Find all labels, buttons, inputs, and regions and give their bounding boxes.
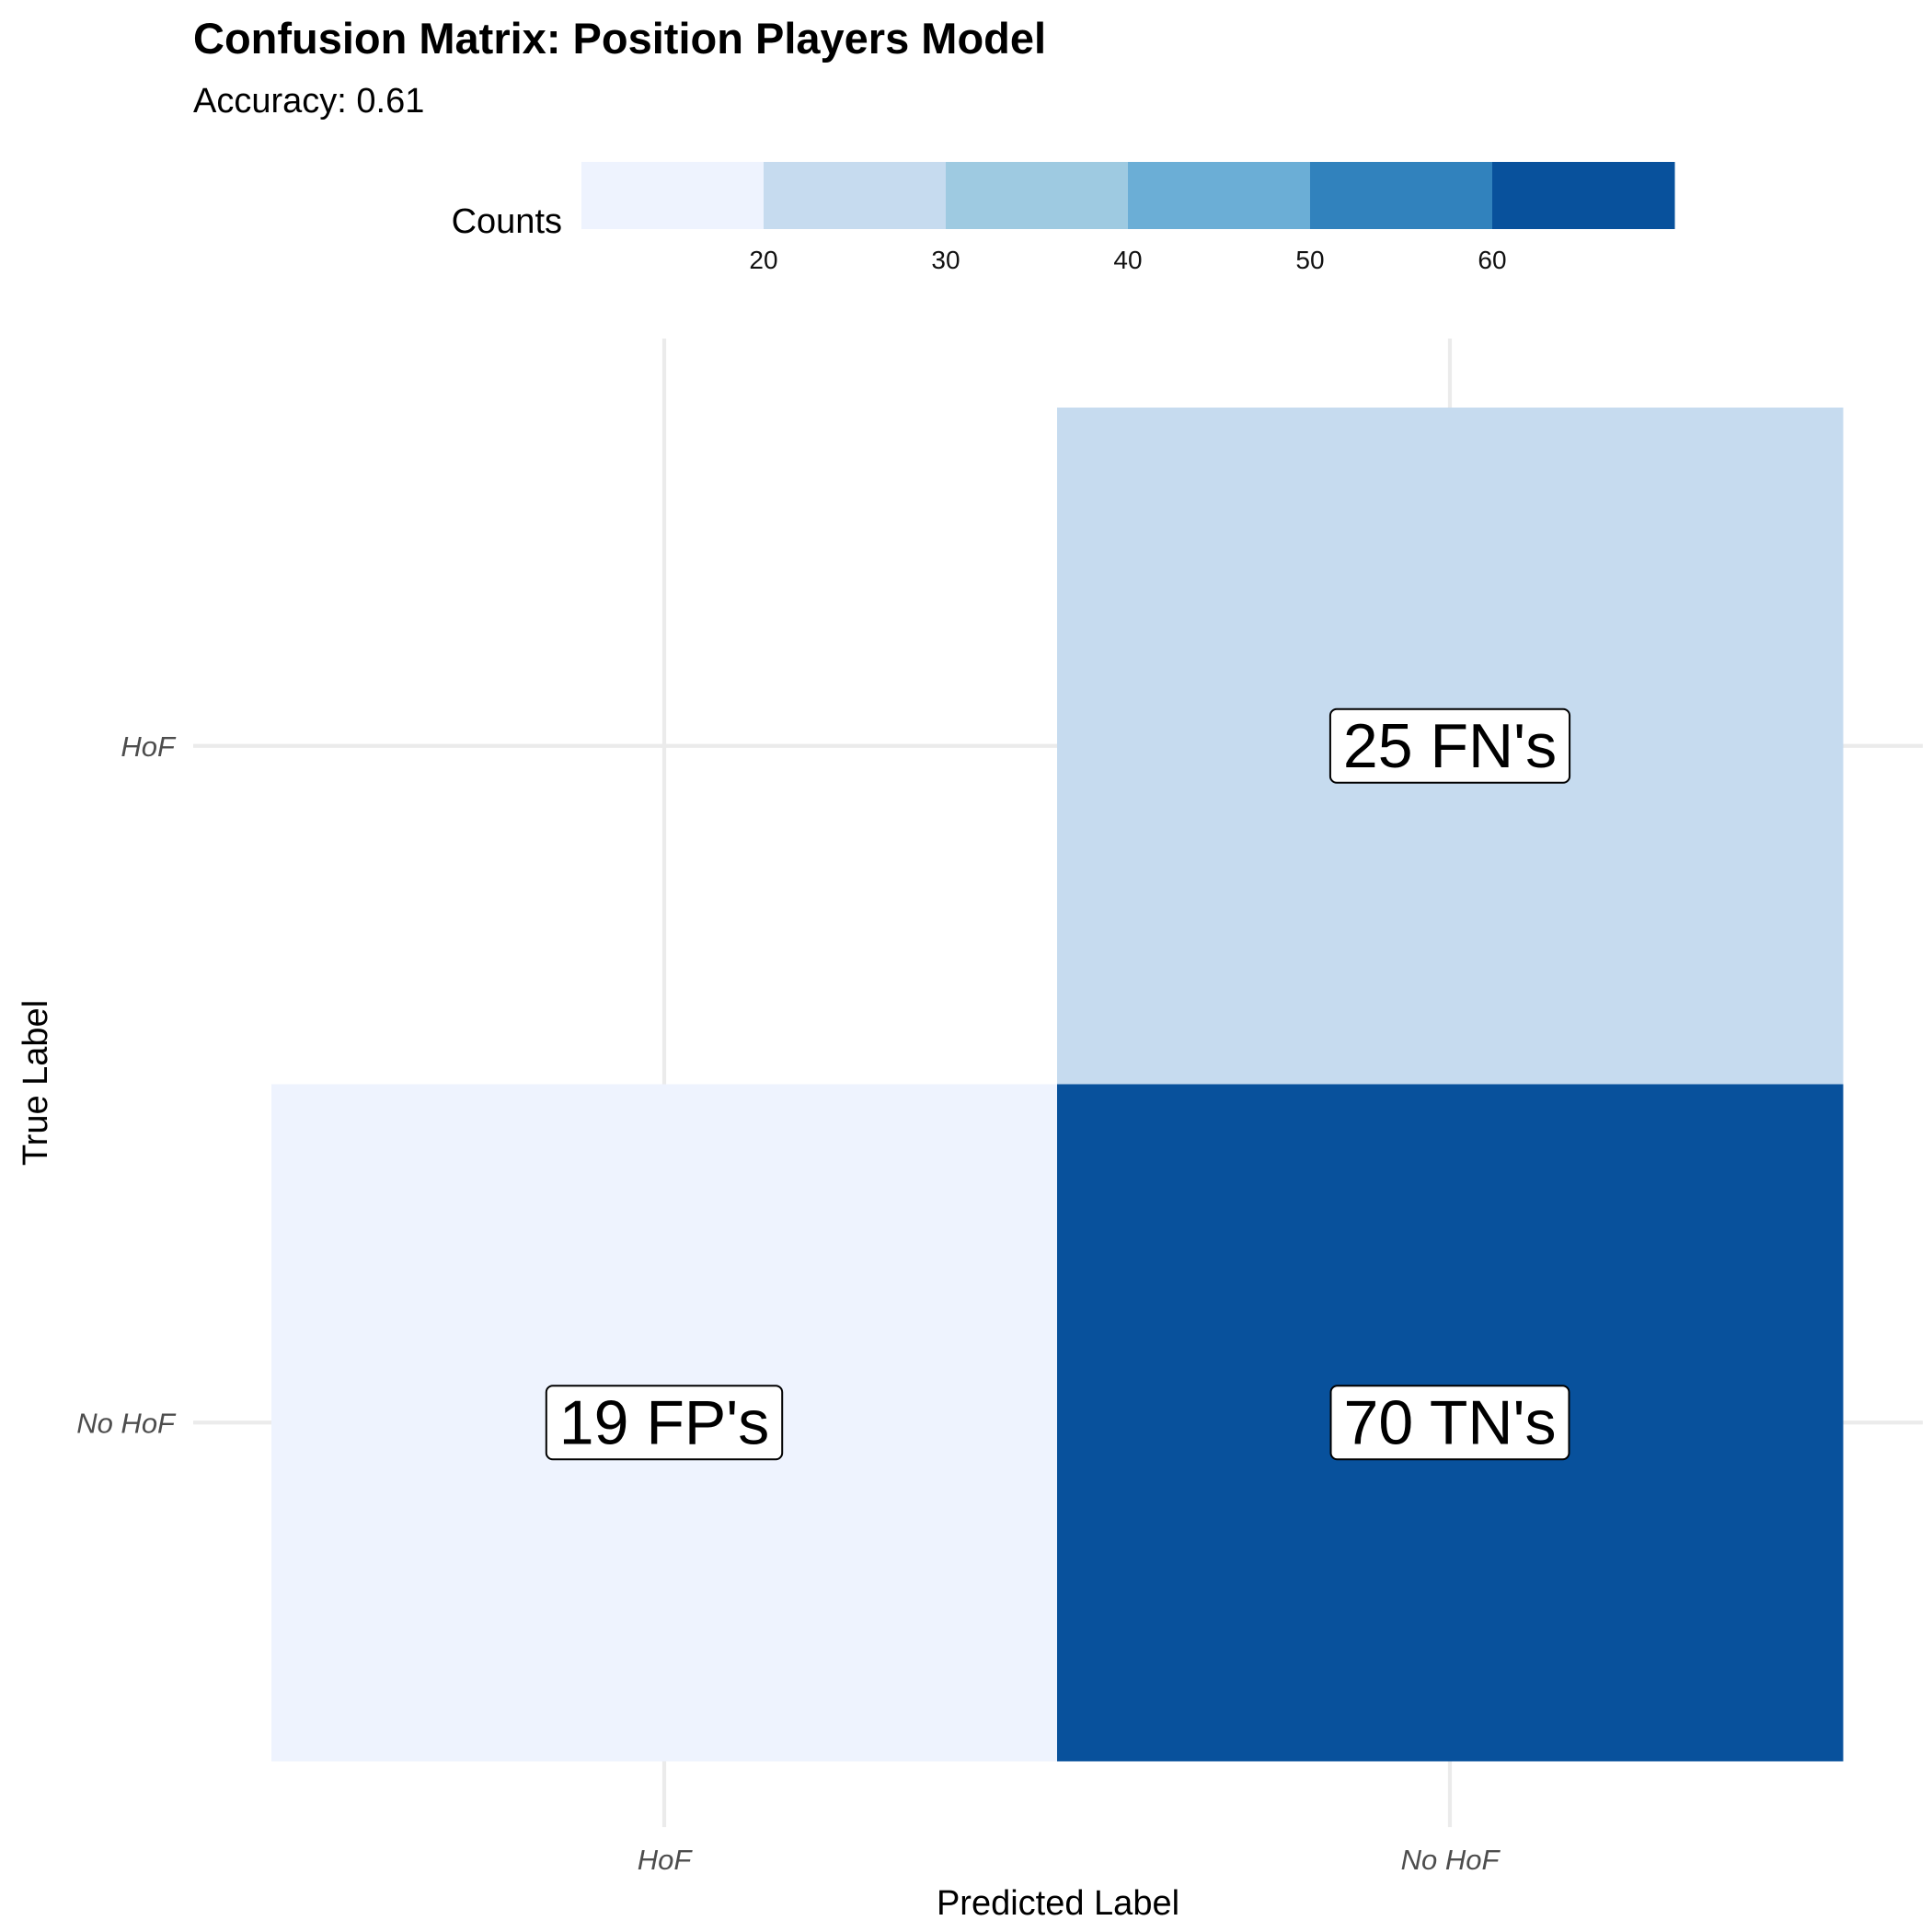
- cell-label-19-fp-s: 19 FP's: [545, 1385, 784, 1461]
- legend-title: Counts: [452, 202, 562, 241]
- y-axis-tick-labels: HoF No HoF: [76, 730, 177, 1440]
- legend-color-bar: [581, 162, 1675, 229]
- y-axis-title: True Label: [17, 1000, 55, 1166]
- label-box: [1329, 1385, 1570, 1461]
- cell-label-70-tn-s: 70 TN's: [1329, 1385, 1570, 1461]
- cell-label-text: 19 FP's: [559, 1387, 769, 1457]
- label-box: [1328, 707, 1571, 784]
- chart-title: Confusion Matrix: Position Players Model: [193, 14, 1046, 63]
- legend-tick-60: 60: [1478, 246, 1506, 274]
- heatmap-cells: [271, 408, 1844, 1762]
- label-box: [545, 1385, 784, 1461]
- x-tick-no-hof: No HoF: [1401, 1844, 1501, 1876]
- legend-bin-50-60: [1310, 162, 1493, 229]
- legend-tick-50: 50: [1295, 246, 1324, 274]
- x-tick-hof: HoF: [638, 1844, 694, 1876]
- legend-bin-60-70: [1492, 162, 1675, 229]
- legend-bin-10-20: [581, 162, 765, 229]
- cell-label-text: 25 FN's: [1343, 711, 1557, 781]
- legend-bin-20-30: [764, 162, 947, 229]
- chart-subtitle: Accuracy: 0.61: [193, 82, 424, 121]
- legend-bin-40-50: [1128, 162, 1311, 229]
- legend-tick-40: 40: [1113, 246, 1142, 274]
- legend-tick-20: 20: [749, 246, 777, 274]
- legend-tick-30: 30: [931, 246, 960, 274]
- legend-tick-labels: 20 30 40 50 60: [749, 246, 1506, 274]
- y-tick-no-hof: No HoF: [76, 1407, 177, 1439]
- color-legend: Counts 20 30 40 50 60: [452, 162, 1675, 274]
- cell-label-25-fn-s: 25 FN's: [1328, 707, 1571, 784]
- x-axis-title: Predicted Label: [937, 1884, 1179, 1923]
- y-tick-hof: HoF: [121, 730, 177, 763]
- cell-labels: 25 FN's 19 FP's 70 TN's: [545, 707, 1571, 1461]
- cell-label-text: 70 TN's: [1344, 1387, 1557, 1457]
- legend-bin-30-40: [946, 162, 1129, 229]
- x-axis-tick-labels: HoF No HoF: [638, 1844, 1501, 1876]
